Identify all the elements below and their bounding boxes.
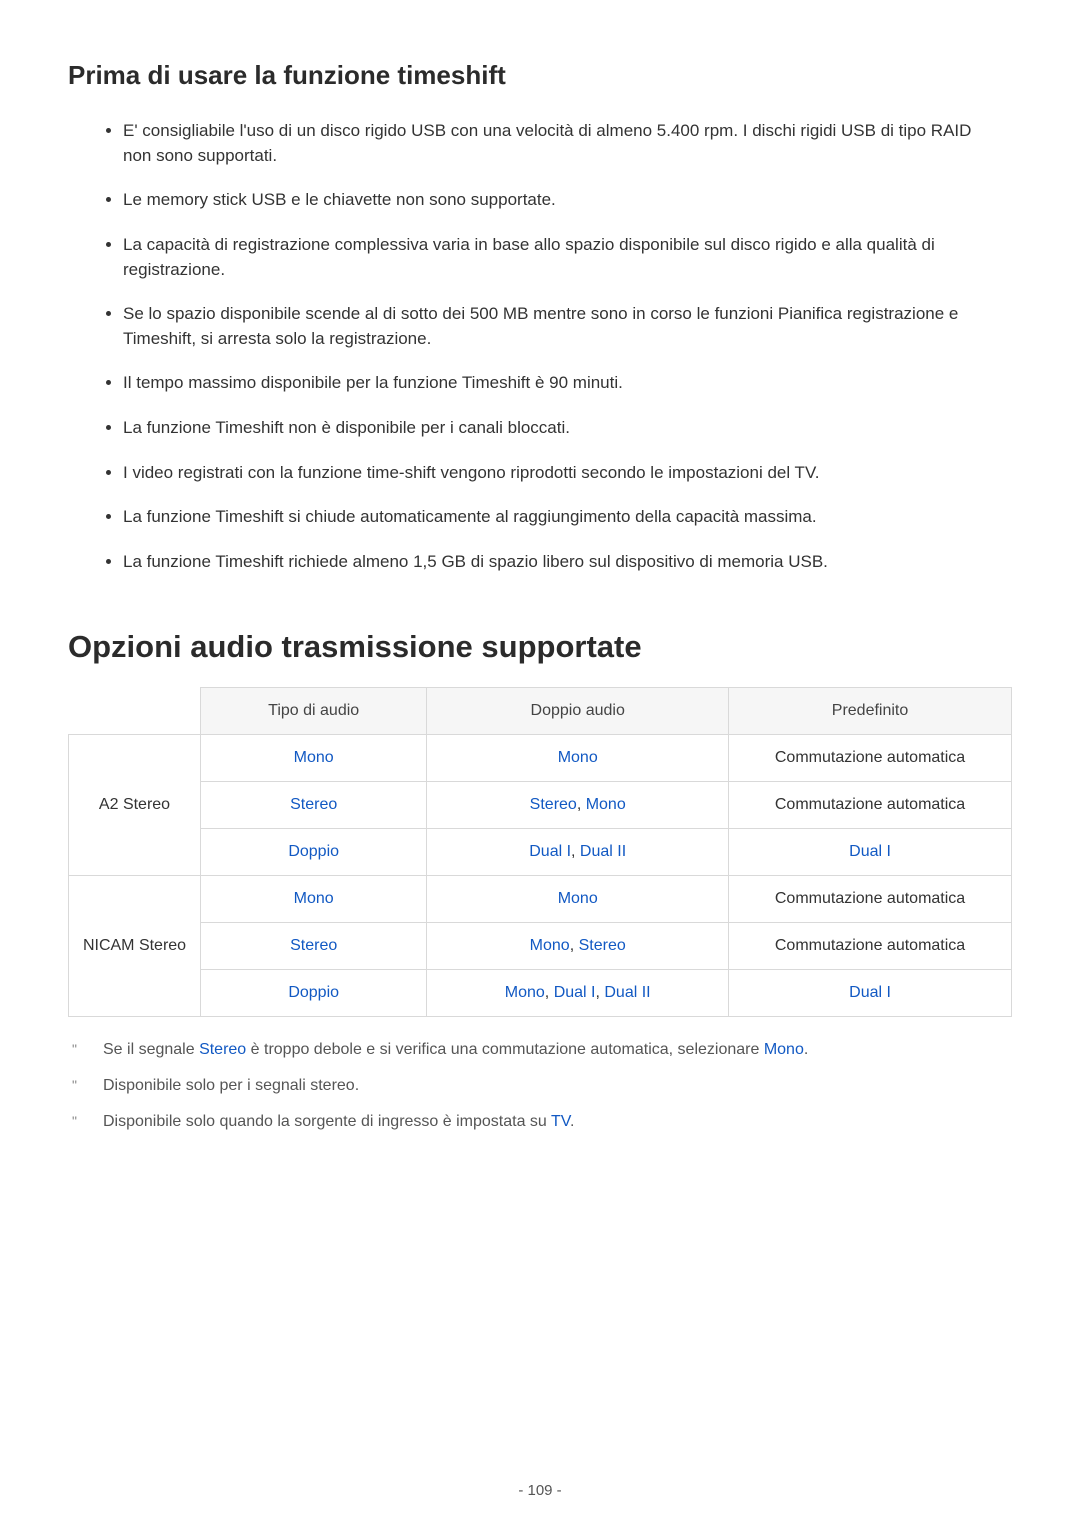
page: Prima di usare la funzione timeshift E' … xyxy=(0,0,1080,1527)
table-cell: Commutazione automatica xyxy=(729,734,1012,781)
cell-part: Stereo xyxy=(579,937,626,954)
note-part: è troppo debole e si verifica una commut… xyxy=(246,1041,764,1058)
note-part: TV xyxy=(551,1113,570,1130)
cell-part: Mono xyxy=(530,937,570,954)
table-cell: Mono xyxy=(201,734,427,781)
table-cell: Dual I xyxy=(729,828,1012,875)
bullet-item: La funzione Timeshift richiede almeno 1,… xyxy=(123,550,1012,575)
table-row-group-label: NICAM Stereo xyxy=(69,875,201,1016)
cell-part: , xyxy=(545,984,554,1001)
bullet-item: E' consigliabile l'uso di un disco rigid… xyxy=(123,119,1012,168)
table-cell: Mono xyxy=(201,875,427,922)
audio-options-table: Tipo di audioDoppio audioPredefinito A2 S… xyxy=(68,687,1012,1017)
note-part: Stereo xyxy=(199,1041,246,1058)
cell-part: Dual I xyxy=(554,984,596,1001)
section2-title: Opzioni audio trasmissione supportate xyxy=(68,629,1012,665)
cell-part: Mono xyxy=(505,984,545,1001)
table-header: Predefinito xyxy=(729,687,1012,734)
bullet-item: Le memory stick USB e le chiavette non s… xyxy=(123,188,1012,213)
table-cell: Stereo, Mono xyxy=(427,781,729,828)
cell-part: , xyxy=(571,843,580,860)
table-cell: Stereo xyxy=(201,781,427,828)
bullet-item: La funzione Timeshift si chiude automati… xyxy=(123,505,1012,530)
section1-title: Prima di usare la funzione timeshift xyxy=(68,60,1012,91)
table-cell: Mono, Stereo xyxy=(427,922,729,969)
table-cell: Dual I, Dual II xyxy=(427,828,729,875)
cell-part: Mono xyxy=(586,796,626,813)
note-item: Disponibile solo per i segnali stereo. xyxy=(68,1077,1012,1095)
table-header: Tipo di audio xyxy=(201,687,427,734)
cell-part: Stereo xyxy=(530,796,577,813)
notes-list: Se il segnale Stereo è troppo debole e s… xyxy=(68,1041,1012,1131)
table-header: Doppio audio xyxy=(427,687,729,734)
cell-part: , xyxy=(577,796,586,813)
table-cell: Stereo xyxy=(201,922,427,969)
bullet-item: Il tempo massimo disponibile per la funz… xyxy=(123,371,1012,396)
page-number: - 109 - xyxy=(0,1482,1080,1499)
note-part: Mono xyxy=(764,1041,804,1058)
note-item: Se il segnale Stereo è troppo debole e s… xyxy=(68,1041,1012,1059)
cell-part: , xyxy=(570,937,579,954)
table-cell: Commutazione automatica xyxy=(729,781,1012,828)
note-part: . xyxy=(804,1041,808,1058)
bullet-item: I video registrati con la funzione time-… xyxy=(123,461,1012,486)
table-cell: Doppio xyxy=(201,969,427,1016)
table-cell: Commutazione automatica xyxy=(729,875,1012,922)
table-cell: Commutazione automatica xyxy=(729,922,1012,969)
table-header xyxy=(69,687,201,734)
cell-part: Dual II xyxy=(604,984,650,1001)
section1-bullet-list: E' consigliabile l'uso di un disco rigid… xyxy=(68,119,1012,575)
table-cell: Mono, Dual I, Dual II xyxy=(427,969,729,1016)
note-item: Disponibile solo quando la sorgente di i… xyxy=(68,1113,1012,1131)
cell-part: Dual I xyxy=(529,843,571,860)
bullet-item: Se lo spazio disponibile scende al di so… xyxy=(123,302,1012,351)
table-cell: Mono xyxy=(427,734,729,781)
note-part: Se il segnale xyxy=(103,1041,199,1058)
bullet-item: La capacità di registrazione complessiva… xyxy=(123,233,1012,282)
note-part: Disponibile solo per i segnali stereo. xyxy=(103,1077,359,1094)
bullet-item: La funzione Timeshift non è disponibile … xyxy=(123,416,1012,441)
note-part: . xyxy=(570,1113,574,1130)
table-row-group-label: A2 Stereo xyxy=(69,734,201,875)
table-cell: Dual I xyxy=(729,969,1012,1016)
note-part: Disponibile solo quando la sorgente di i… xyxy=(103,1113,551,1130)
table-cell: Doppio xyxy=(201,828,427,875)
cell-part: Dual II xyxy=(580,843,626,860)
table-cell: Mono xyxy=(427,875,729,922)
